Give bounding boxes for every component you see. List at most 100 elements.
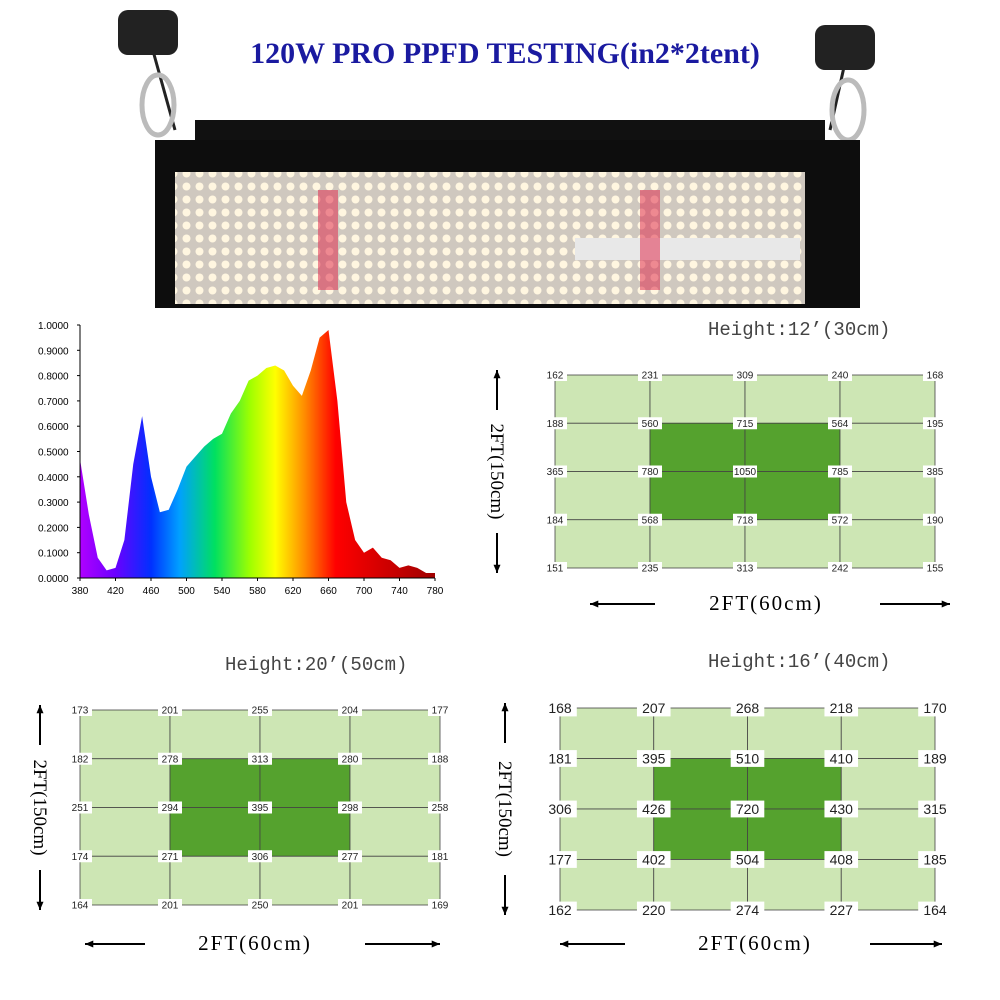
value-bg	[824, 800, 859, 818]
grid-cell	[839, 519, 936, 569]
y-tick-label: 0.4000	[38, 473, 69, 484]
value-bg	[543, 562, 567, 574]
ppfd-value: 271	[162, 852, 179, 863]
arrow-head	[560, 940, 569, 948]
ppfd-value: 255	[252, 706, 269, 717]
value-bg	[730, 750, 765, 767]
grid-cell	[554, 374, 651, 424]
value-bg	[923, 562, 947, 574]
grid-cell	[349, 709, 441, 760]
value-bg	[158, 899, 182, 911]
value-bg	[158, 801, 182, 814]
grid-cell	[559, 758, 655, 810]
value-bg	[918, 851, 952, 868]
ppfd-value: 720	[736, 801, 760, 817]
grid-cell	[649, 471, 746, 521]
grid-cell	[744, 374, 841, 424]
ppfd-value: 188	[432, 754, 449, 765]
ppfd-value: 410	[830, 751, 854, 767]
value-bg	[733, 369, 757, 381]
ppfd-value: 277	[342, 852, 359, 863]
ppfd-value: 313	[252, 754, 269, 765]
grid-cell	[653, 808, 748, 860]
value-bg	[638, 562, 662, 574]
value-bg	[824, 851, 859, 868]
ppfd-value: 181	[548, 751, 572, 767]
x-tick-label: 660	[320, 586, 337, 597]
grid-cell	[169, 855, 261, 906]
value-bg	[828, 562, 852, 574]
y-tick-label: 0.8000	[38, 372, 69, 383]
side-label: 2FT(150cm)	[29, 759, 50, 855]
value-bg	[428, 899, 452, 911]
ppfd-value: 185	[923, 852, 947, 868]
value-bg	[543, 465, 567, 478]
value-bg	[543, 699, 577, 717]
ppfd-value: 564	[832, 419, 849, 430]
value-bg	[248, 752, 272, 765]
value-bg	[733, 513, 757, 526]
arrow-head	[493, 564, 501, 573]
grid-cell	[349, 855, 441, 906]
value-bg	[730, 851, 765, 868]
ppfd-value: 242	[832, 564, 849, 575]
value-bg	[636, 699, 671, 717]
ppfd-grids: 162 231 309 240 168 188 560 715 564 195 365 780 1050…	[29, 319, 952, 955]
ppfd-value: 510	[736, 751, 760, 767]
ppfd-value: 220	[642, 902, 666, 918]
x-tick-label: 460	[143, 586, 160, 597]
ppfd-value: 780	[642, 467, 659, 478]
ppfd-value: 195	[927, 419, 944, 430]
ppfd-value: 274	[736, 902, 760, 918]
ppfd-value: 298	[342, 803, 359, 814]
value-bg	[68, 752, 92, 765]
ppfd-value: 207	[642, 700, 666, 716]
value-bg	[918, 901, 952, 919]
value-bg	[68, 801, 92, 814]
ppfd-value: 395	[252, 803, 269, 814]
ppfd-value: 231	[642, 371, 659, 382]
y-tick-label: 0.3000	[38, 498, 69, 509]
value-bg	[543, 513, 567, 526]
value-bg	[636, 851, 671, 868]
ppfd-value: 426	[642, 801, 666, 817]
value-bg	[543, 750, 577, 767]
grid-cell	[747, 707, 842, 759]
value-bg	[730, 800, 765, 818]
side-label: 2FT(150cm)	[494, 761, 515, 857]
ppfd-value: 715	[737, 419, 754, 430]
spectrum-area	[80, 330, 435, 578]
grid-cell	[559, 707, 655, 759]
arrow-head	[36, 705, 44, 714]
value-bg	[543, 901, 577, 919]
ppfd-value: 189	[923, 751, 947, 767]
height-label: Height:20’(50cm)	[225, 654, 407, 676]
y-tick-label: 0.6000	[38, 422, 69, 433]
ppfd-value: 177	[548, 852, 572, 868]
value-bg	[428, 704, 452, 716]
ppfd-value: 201	[162, 706, 179, 717]
grid-cell	[649, 422, 746, 472]
value-bg	[338, 704, 362, 716]
grid-cell	[744, 471, 841, 521]
ppfd-value: 164	[72, 901, 89, 912]
value-bg	[636, 750, 671, 767]
bottom-label: 2FT(60cm)	[698, 931, 812, 955]
ppfd-value: 560	[642, 419, 659, 430]
value-bg	[828, 465, 852, 478]
value-bg	[543, 800, 577, 818]
grid-cell	[554, 471, 651, 521]
title: 120W PRO PPFD TESTING(in2*2tent)	[250, 37, 760, 70]
ppfd-value: 408	[830, 852, 854, 868]
value-bg	[828, 417, 852, 430]
ppfd-value: 365	[547, 467, 564, 478]
value-bg	[638, 465, 662, 478]
ppfd-value: 280	[342, 754, 359, 765]
ppfd-value: 201	[162, 901, 179, 912]
value-bg	[923, 417, 947, 430]
value-bg	[828, 369, 852, 381]
y-tick-label: 0.1000	[38, 549, 69, 560]
value-bg	[543, 851, 577, 868]
ppfd-value: 315	[923, 801, 947, 817]
grid-cell	[653, 758, 748, 810]
